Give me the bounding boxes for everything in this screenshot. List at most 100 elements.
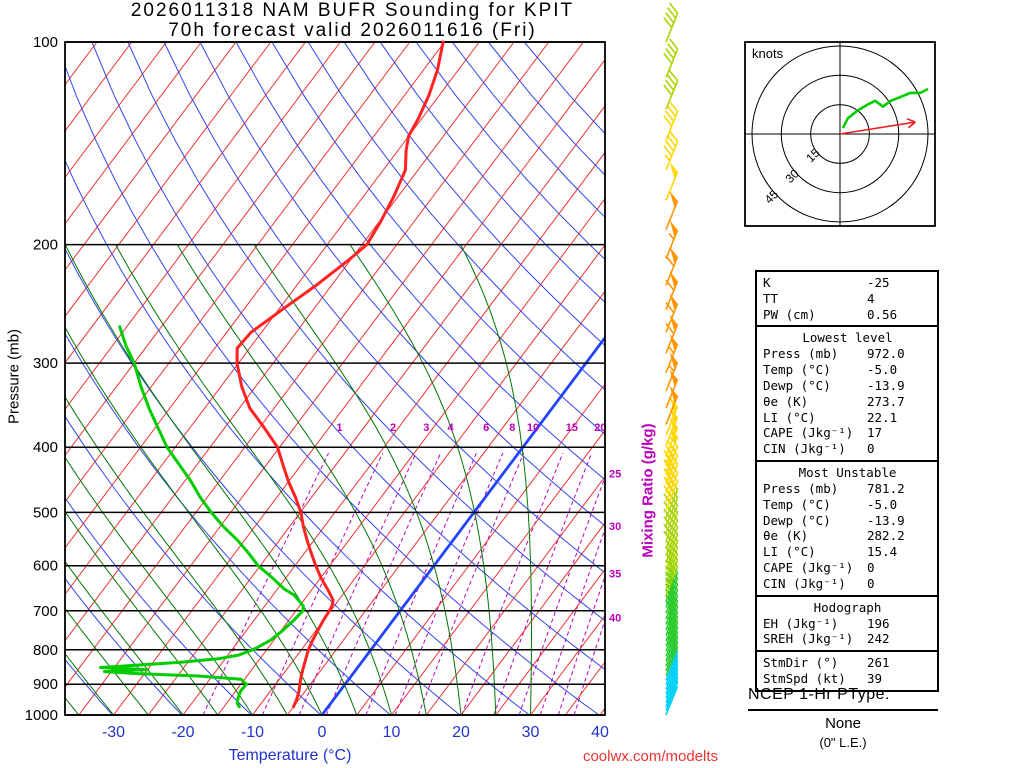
moist-adiabat-line	[349, 244, 497, 715]
wind-barb-staff	[665, 395, 679, 425]
mixing-ratio-line	[518, 476, 605, 715]
wind-barb-full	[663, 84, 673, 96]
stats-value: 273.7	[867, 393, 905, 409]
isotherm-line	[425, 475, 605, 715]
temperature-tick-label: 10	[383, 724, 401, 741]
dry-adiabat-line	[127, 42, 605, 622]
stats-section: Lowest level Press (mb) 972.0 Temp (°C) -5.0…	[757, 325, 937, 460]
mixing-ratio-line	[394, 452, 504, 715]
stats-value: 4	[867, 290, 875, 306]
mixing-ratio-label: 4	[448, 422, 455, 434]
mixing-ratio-label: 1	[336, 422, 342, 434]
stats-value: 15.4	[867, 544, 898, 560]
hodograph-ring	[751, 45, 929, 223]
wind-barb	[663, 2, 679, 43]
ptype-block: NCEP 1-Hr PType: None (0" L.E.)	[748, 686, 938, 750]
pressure-tick-label: 500	[33, 504, 58, 521]
mixing-ratio-label: 8	[509, 422, 515, 434]
stats-row: LI (°C) 15.4	[763, 544, 932, 560]
mixing-ratio-label: 40	[609, 612, 621, 624]
dry-adiabat-line	[343, 42, 605, 347]
storm-motion-arrow	[839, 121, 916, 135]
wind-barb-full	[667, 74, 677, 87]
wind-barb	[665, 190, 679, 230]
wind-barb-full	[668, 444, 679, 456]
wind-barb-full	[667, 7, 677, 19]
isotherm-line	[356, 383, 605, 715]
stats-row: CIN (Jkg⁻¹) 0	[763, 576, 932, 592]
moist-adiabat-line	[65, 652, 114, 715]
moist-adiabat-line	[460, 244, 532, 715]
stats-row: Temp (°C) -5.0	[763, 497, 932, 513]
wind-barb-full	[665, 323, 675, 335]
mixing-ratio-line	[557, 575, 605, 715]
stats-value: 0	[867, 441, 875, 457]
stats-row: Press (mb) 781.2	[763, 481, 932, 497]
title-line2: 70h forecast valid 2026011616 (Fri)	[168, 20, 537, 41]
moist-adiabat-line	[65, 326, 323, 715]
stats-row: Temp (°C) -5.0	[763, 362, 932, 378]
stats-value: 39	[867, 670, 883, 686]
dry-adiabat-line	[65, 159, 530, 715]
dry-adiabat-line	[199, 42, 605, 527]
stats-label: Press (mb)	[763, 346, 839, 362]
stats-row: StmDir (°) 261	[763, 655, 932, 671]
stats-label: K	[763, 275, 771, 290]
isotherm-line	[495, 568, 605, 715]
isotherm-line	[252, 244, 605, 715]
stats-row: Dewp (°C) -13.9	[763, 513, 932, 529]
isotherm-line	[65, 42, 341, 410]
ptype-value: None	[825, 715, 861, 732]
wind-barb-staff	[665, 229, 679, 260]
wind-barb-full	[665, 12, 675, 24]
stats-value: 17	[867, 425, 883, 441]
dry-adiabat-line	[271, 42, 605, 435]
wind-barb-full	[667, 105, 677, 117]
stats-row: LI (°C) 22.1	[763, 410, 932, 426]
temperature-tick-label: -30	[102, 724, 125, 741]
wind-barb-half	[668, 365, 675, 372]
wind-barb-staff	[665, 664, 679, 695]
storm-motion-arrowhead	[906, 117, 916, 123]
stats-label: CAPE (Jkg⁻¹)	[763, 425, 854, 441]
wind-barb-staff	[665, 361, 679, 392]
isotherm-line	[65, 42, 411, 503]
wind-barb	[663, 38, 679, 78]
stats-value: 22.1	[867, 409, 898, 425]
watermark: coolwx.com/modelts	[582, 748, 719, 765]
isotherm-line	[65, 42, 445, 549]
mixing-ratio-line	[461, 452, 564, 715]
stats-section: K -25 TT 4 PW (cm) 0.56	[757, 272, 937, 325]
pressure-tick-label: 200	[33, 237, 58, 254]
mixing-ratio-label: 25	[609, 469, 621, 481]
stats-label: PW (cm)	[763, 306, 816, 322]
dry-adiabat-line	[65, 658, 113, 715]
stats-value: -13.9	[867, 377, 905, 393]
wind-barb-full	[665, 79, 675, 91]
hodograph-ring	[810, 104, 870, 164]
wind-barb-staff	[665, 280, 679, 311]
isotherm-line	[78, 42, 584, 715]
dry-adiabat-line	[163, 42, 605, 574]
wind-barb-staff	[665, 379, 679, 409]
wind-barb-half	[664, 154, 671, 162]
dry-adiabat-line	[65, 247, 461, 715]
ptype-title: NCEP 1-Hr PType:	[748, 686, 938, 711]
stats-label: StmSpd (kt)	[763, 670, 846, 686]
wind-barb-staff	[665, 426, 679, 457]
temperature-tick-label: 0	[318, 724, 327, 741]
mixing-ratio-label: 3	[423, 422, 429, 434]
stats-value: -5.0	[867, 496, 898, 512]
hodograph-units-label: knots	[752, 46, 784, 61]
stats-label: TT	[763, 290, 779, 306]
wind-barb-staff	[665, 681, 679, 711]
pressure-tick-label: 700	[33, 603, 58, 620]
wind-barb	[665, 385, 679, 425]
mixing-ratio-label: 6	[483, 422, 489, 434]
dry-adiabat-line	[235, 42, 605, 481]
wind-barb-pennant	[669, 352, 678, 370]
wind-barb-staff	[665, 171, 679, 201]
dry-adiabat-line	[91, 42, 605, 671]
wind-barb	[665, 352, 679, 392]
